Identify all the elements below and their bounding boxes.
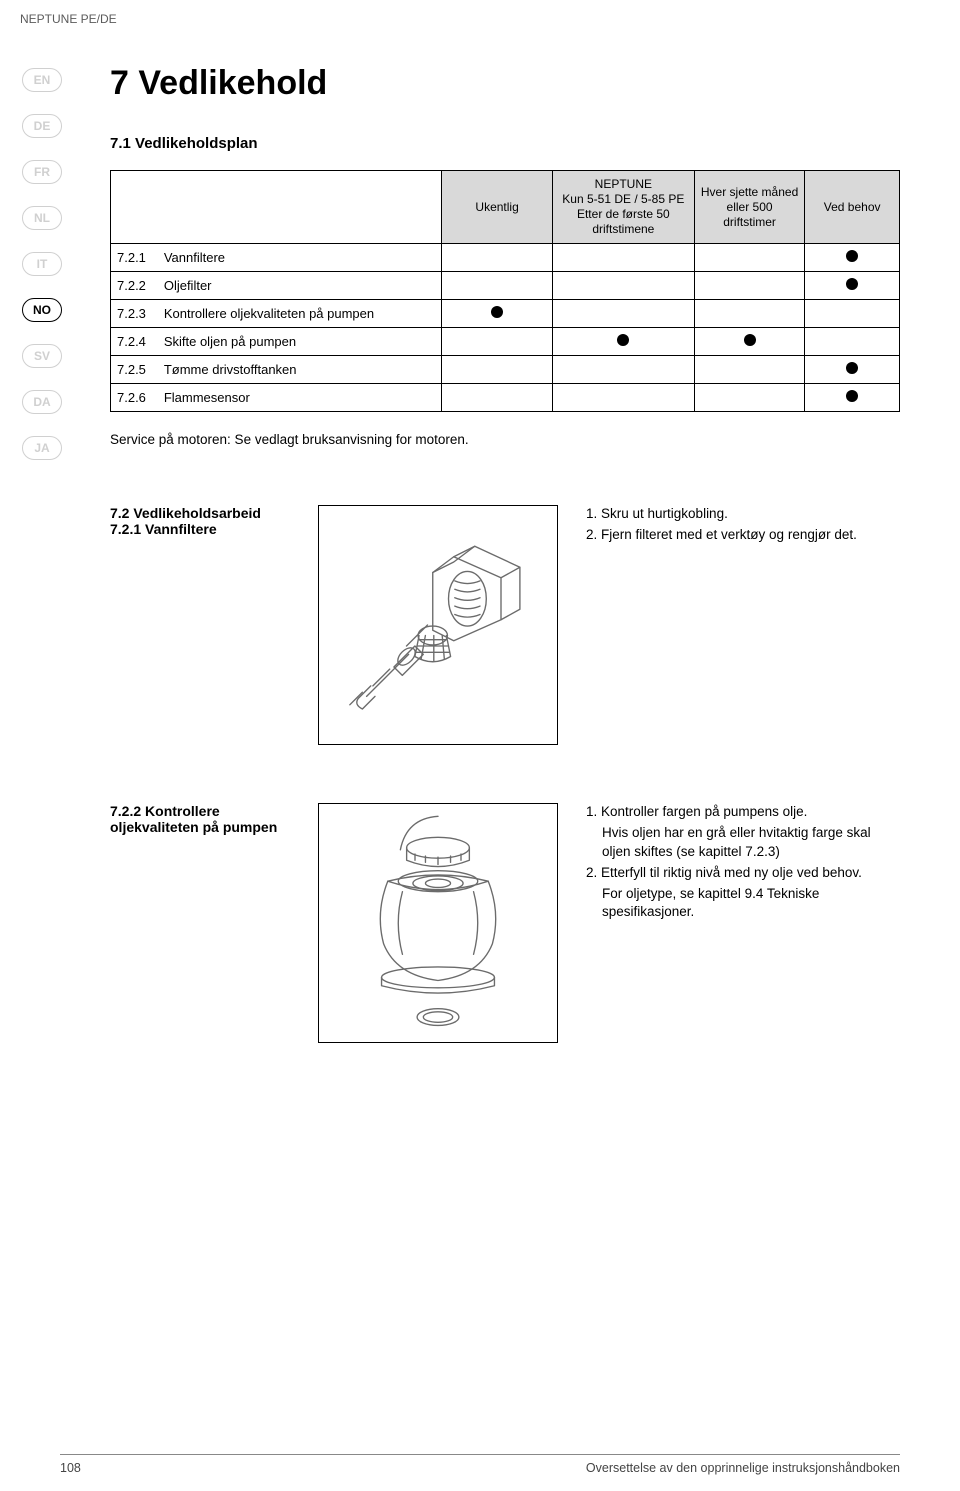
lang-pill-de: DE [22,114,62,138]
table-cell [694,356,804,384]
filter-coupling-icon [333,520,543,730]
row-label: Tømme drivstofftanken [158,356,442,384]
row-num: 7.2.3 [111,300,158,328]
language-sidebar: EN DE FR NL IT NO SV DA JA [22,68,62,460]
row-label: Oljefilter [158,272,442,300]
row-num: 7.2.6 [111,384,158,412]
table-row: 7.2.1Vannfiltere [111,244,900,272]
table-header-col-weekly: Ukentlig [442,171,552,244]
table-cell [442,300,552,328]
lang-pill-da: DA [22,390,62,414]
page-title: 7 Vedlikehold [110,64,900,103]
table-header-col-6mo: Hver sjette måned eller 500 driftstimer [694,171,804,244]
section-7-1-heading: 7.1 Vedlikeholdsplan [110,135,900,152]
table-cell [694,384,804,412]
table-cell [442,384,552,412]
row-label: Kontrollere oljekvaliteten på pumpen [158,300,442,328]
row-label: Flammesensor [158,384,442,412]
table-cell [552,244,694,272]
table-cell [442,356,552,384]
pump-oil-icon [333,808,543,1038]
table-header-row: Ukentlig NEPTUNE Kun 5-51 DE / 5-85 PE E… [111,171,900,244]
figure-pump-oil [318,803,558,1043]
row-label: Skifte oljen på pumpen [158,328,442,356]
section-7-2-1-heading: 7.2 Vedlikeholdsarbeid 7.2.1 Vannfiltere [110,505,290,537]
table-row: 7.2.4Skifte oljen på pumpen [111,328,900,356]
table-cell [552,272,694,300]
page-number: 108 [60,1461,81,1475]
table-row: 7.2.6Flammesensor [111,384,900,412]
table-cell [694,300,804,328]
table-header-col-first50: NEPTUNE Kun 5-51 DE / 5-85 PE Etter de f… [552,171,694,244]
maintenance-plan-table: Ukentlig NEPTUNE Kun 5-51 DE / 5-85 PE E… [110,170,900,412]
footer-text: Oversettelse av den opprinnelige instruk… [586,1461,900,1475]
service-note: Service på motoren: Se vedlagt bruksanvi… [110,432,900,447]
table-row: 7.2.3Kontrollere oljekvaliteten på pumpe… [111,300,900,328]
section-7-2-1-steps: 1. Skru ut hurtigkobling. 2. Fjern filte… [586,505,900,547]
table-row: 7.2.2Oljefilter [111,272,900,300]
lang-pill-sv: SV [22,344,62,368]
row-num: 7.2.2 [111,272,158,300]
row-num: 7.2.1 [111,244,158,272]
table-header-col-need: Ved behov [805,171,900,244]
dot-icon [491,306,503,318]
table-cell [552,356,694,384]
section-7-2-2-steps: 1. Kontroller fargen på pumpens olje. Hv… [586,803,900,924]
table-cell [442,328,552,356]
table-cell [805,272,900,300]
table-cell [694,272,804,300]
row-num: 7.2.4 [111,328,158,356]
table-cell [805,300,900,328]
row-label: Vannfiltere [158,244,442,272]
lang-pill-it: IT [22,252,62,276]
row-num: 7.2.5 [111,356,158,384]
table-cell [442,272,552,300]
table-cell [442,244,552,272]
dot-icon [617,334,629,346]
dot-icon [846,250,858,262]
dot-icon [846,362,858,374]
lang-pill-no: NO [22,298,62,322]
table-cell [805,384,900,412]
lang-pill-ja: JA [22,436,62,460]
doc-header-label: NEPTUNE PE/DE [20,12,117,26]
table-cell [552,328,694,356]
table-cell [552,384,694,412]
table-cell [805,328,900,356]
dot-icon [846,390,858,402]
section-7-2-2-heading: 7.2.2 Kontrollere oljekvaliteten på pump… [110,803,290,835]
dot-icon [846,278,858,290]
table-row: 7.2.5Tømme drivstofftanken [111,356,900,384]
lang-pill-nl: NL [22,206,62,230]
table-cell [694,244,804,272]
table-cell [805,356,900,384]
page-footer: 108 Oversettelse av den opprinnelige ins… [60,1454,900,1475]
table-cell [694,328,804,356]
table-cell [805,244,900,272]
figure-filter [318,505,558,745]
table-header-empty [111,171,158,244]
table-cell [552,300,694,328]
dot-icon [744,334,756,346]
lang-pill-fr: FR [22,160,62,184]
lang-pill-en: EN [22,68,62,92]
table-header-empty2 [158,171,442,244]
